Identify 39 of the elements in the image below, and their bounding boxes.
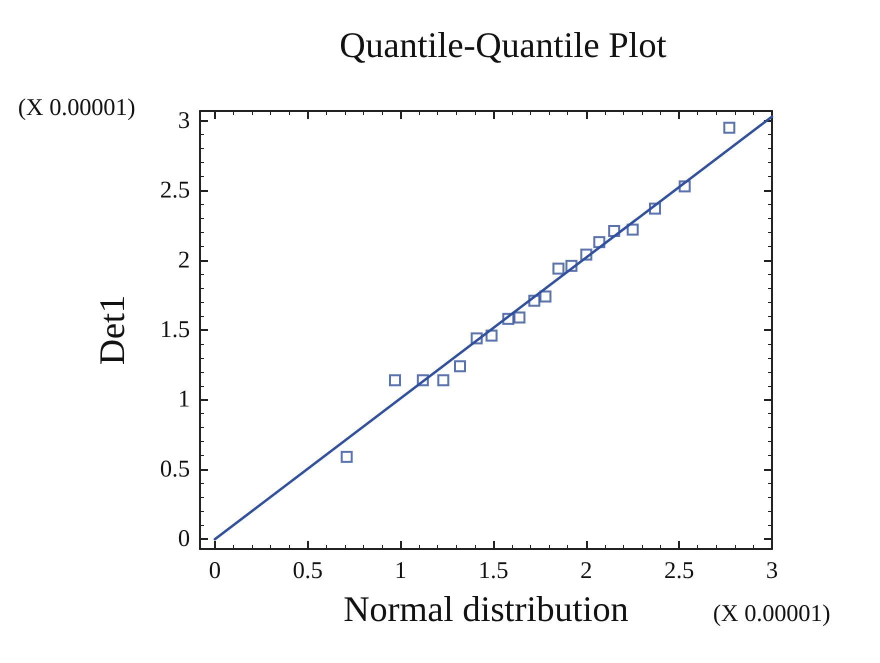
point xyxy=(626,224,639,236)
x-tick-label: 2.5 xyxy=(664,558,694,584)
y-axis-title: Det1 xyxy=(92,295,132,365)
text: (X 0.00001) xyxy=(18,95,136,121)
y-tick-label: 1 xyxy=(178,386,190,413)
y-tick-label: 0 xyxy=(178,526,190,552)
x-tick-label: 0.5 xyxy=(292,558,323,584)
point xyxy=(552,262,564,275)
point xyxy=(649,202,661,215)
point xyxy=(513,311,526,324)
point xyxy=(486,330,498,342)
point xyxy=(340,450,353,463)
x-tick-label: 3 xyxy=(766,558,778,584)
point xyxy=(389,374,401,386)
x-axis-title: Normal distribution xyxy=(344,589,628,629)
point xyxy=(565,260,578,272)
x-tick-label: 0 xyxy=(208,558,221,584)
point xyxy=(416,374,429,386)
point xyxy=(539,290,552,303)
y-tick-label: 1.5 xyxy=(160,317,190,343)
point xyxy=(678,180,691,192)
point xyxy=(723,122,736,134)
x-tick-label: 2 xyxy=(580,558,592,584)
point xyxy=(580,248,592,261)
y-tick-label: 3 xyxy=(178,108,190,134)
point xyxy=(437,374,450,386)
x-tick-label: 1 xyxy=(394,558,407,584)
point xyxy=(528,294,540,307)
y-tick-label: 2 xyxy=(178,247,190,274)
point xyxy=(593,236,606,248)
text: (X 0.00001) xyxy=(713,601,830,627)
point xyxy=(608,224,620,237)
x-tick-label: 1.5 xyxy=(478,558,508,584)
y-tick-label: 2.5 xyxy=(160,178,190,204)
y-tick-label: 0.5 xyxy=(160,456,190,482)
point xyxy=(454,360,466,372)
chart-title: Quantile-Quantile Plot xyxy=(340,25,666,65)
point xyxy=(502,312,514,325)
point xyxy=(470,332,483,344)
